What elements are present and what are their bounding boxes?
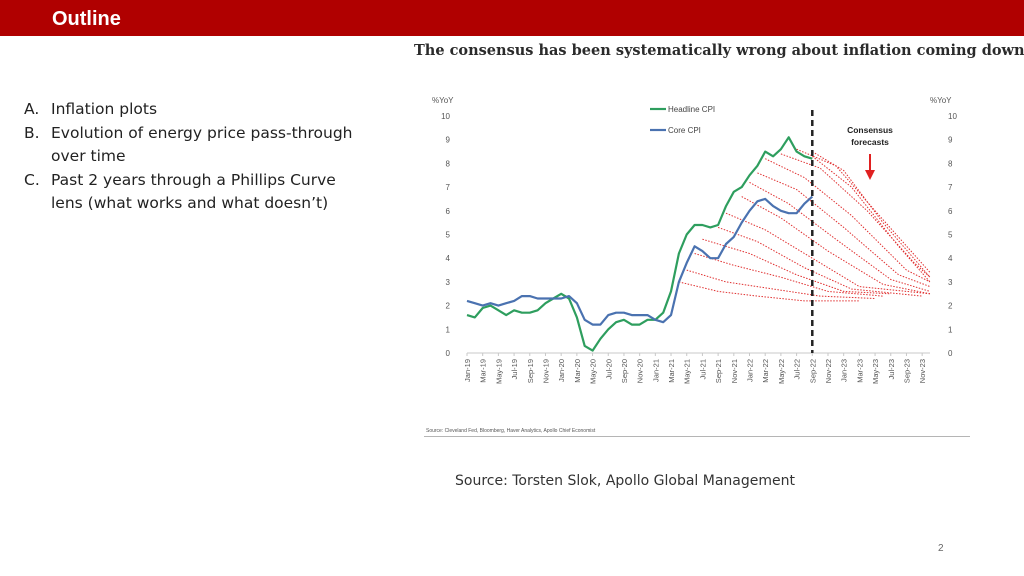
forecast-path [702, 238, 891, 295]
y-tick-label-right: 7 [948, 183, 953, 192]
forecast-path [678, 281, 860, 302]
outline-item-a: A. Inflation plots [24, 98, 354, 122]
inflation-chart: %YoY %YoY 0 0 1 1 2 2 3 3 4 4 5 5 6 6 7 7 8 8 9 9 10 10 Jan-19 Ma… [432, 96, 957, 384]
outline-text: Inflation plots [51, 100, 158, 118]
y-tick-label-right: 3 [948, 278, 953, 287]
x-tick-label: May-22 [777, 359, 786, 384]
y-axis-label-right: %YoY [930, 96, 952, 105]
y-tick-label-left: 4 [446, 254, 451, 263]
y-tick-label-right: 10 [948, 112, 957, 121]
forecast-path [741, 196, 931, 295]
x-tick-label: Jan-23 [840, 359, 849, 382]
x-tick-label: Nov-21 [730, 359, 739, 383]
legend-label: Core CPI [668, 126, 701, 135]
y-tick-label-left: 9 [446, 136, 451, 145]
x-tick-label: Jul-21 [698, 359, 707, 379]
y-tick-label-right: 5 [948, 231, 953, 240]
x-tick-label: May-21 [683, 359, 692, 384]
forecast-path [757, 172, 931, 288]
y-tick-label-left: 5 [446, 231, 451, 240]
y-tick-label-right: 0 [948, 349, 953, 358]
y-tick-label-left: 2 [446, 302, 451, 311]
y-tick-label-left: 8 [446, 159, 451, 168]
x-tick-label: Jan-22 [746, 359, 755, 382]
forecast-path [694, 253, 883, 297]
x-tick-label: Mar-19 [479, 359, 488, 383]
x-tick-label: Jul-20 [604, 359, 613, 379]
title-bar: Outline [0, 0, 1024, 36]
x-tick-label: Nov-19 [541, 359, 550, 383]
x-tick-label: Mar-21 [667, 359, 676, 383]
y-tick-label-left: 3 [446, 278, 451, 287]
outline-item-b: B. Evolution of energy price pass-throug… [24, 122, 354, 169]
series-line-core-cpi [466, 195, 814, 326]
forecast-path [811, 155, 931, 283]
x-tick-label: Jan-20 [557, 359, 566, 382]
x-tick-label: Jan-19 [463, 359, 472, 382]
x-tick-label: Jan-21 [651, 359, 660, 382]
x-tick-label: Sep-20 [620, 359, 629, 383]
forecast-path [717, 226, 923, 297]
x-tick-label: May-23 [871, 359, 880, 384]
y-tick-label-right: 2 [948, 302, 953, 311]
x-tick-label: May-20 [589, 359, 598, 384]
chart-title: The consensus has been systematically wr… [414, 42, 1024, 59]
outline-list: A. Inflation plots B. Evolution of energ… [24, 98, 354, 216]
forecast-path [764, 158, 931, 283]
slide-source: Source: Torsten Slok, Apollo Global Mana… [455, 473, 795, 489]
x-tick-label: Nov-23 [918, 359, 927, 383]
x-tick-label: Jul-22 [793, 359, 802, 379]
y-tick-label-right: 9 [948, 136, 953, 145]
chart-source-note: Source: Cleveland Fed, Bloomberg, Haver … [426, 428, 596, 434]
x-tick-label: Mar-23 [855, 359, 864, 383]
outline-text: Evolution of energy price pass-through o… [51, 123, 353, 166]
outline-letter: A. [24, 100, 40, 118]
annotation-text: forecasts [851, 137, 889, 147]
outline-letter: C. [24, 170, 40, 189]
y-tick-label-left: 1 [446, 325, 451, 334]
forecast-path [796, 148, 931, 273]
annotation-arrow-head [865, 170, 875, 180]
y-tick-label-right: 4 [948, 254, 953, 263]
x-tick-label: May-19 [494, 359, 503, 384]
chart-bottom-rule [424, 436, 970, 437]
page-number: 2 [938, 543, 944, 554]
series-line-headline-cpi [466, 136, 813, 352]
x-tick-label: Nov-20 [636, 359, 645, 383]
x-tick-label: Sep-23 [902, 359, 911, 383]
x-tick-label: Mar-20 [573, 359, 582, 383]
annotation-text: Consensus [847, 125, 893, 135]
x-tick-label: Jul-19 [510, 359, 519, 379]
x-tick-label: Sep-22 [808, 359, 817, 383]
x-tick-label: Jul-23 [887, 359, 896, 379]
legend-label: Headline CPI [668, 105, 715, 114]
y-tick-label-left: 6 [446, 207, 451, 216]
forecast-path [686, 269, 876, 299]
y-tick-label-right: 1 [948, 325, 953, 334]
x-tick-label: Mar-22 [761, 359, 770, 383]
y-tick-label-left: 7 [446, 183, 451, 192]
y-tick-label-right: 6 [948, 207, 953, 216]
x-tick-label: Nov-22 [824, 359, 833, 383]
x-tick-label: Sep-21 [714, 359, 723, 383]
outline-letter: B. [24, 123, 40, 142]
forecast-path [812, 151, 931, 278]
y-tick-label-left: 10 [441, 112, 450, 121]
x-tick-label: Sep-19 [526, 359, 535, 383]
y-tick-label-right: 8 [948, 159, 953, 168]
forecast-path [725, 212, 931, 295]
forecast-path [780, 153, 931, 278]
y-tick-label-left: 0 [446, 349, 451, 358]
y-axis-label-left: %YoY [432, 96, 454, 105]
outline-text: Past 2 years through a Phillips Curve le… [51, 170, 336, 213]
slide-title: Outline [52, 8, 121, 30]
outline-item-c: C. Past 2 years through a Phillips Curve… [24, 169, 354, 216]
